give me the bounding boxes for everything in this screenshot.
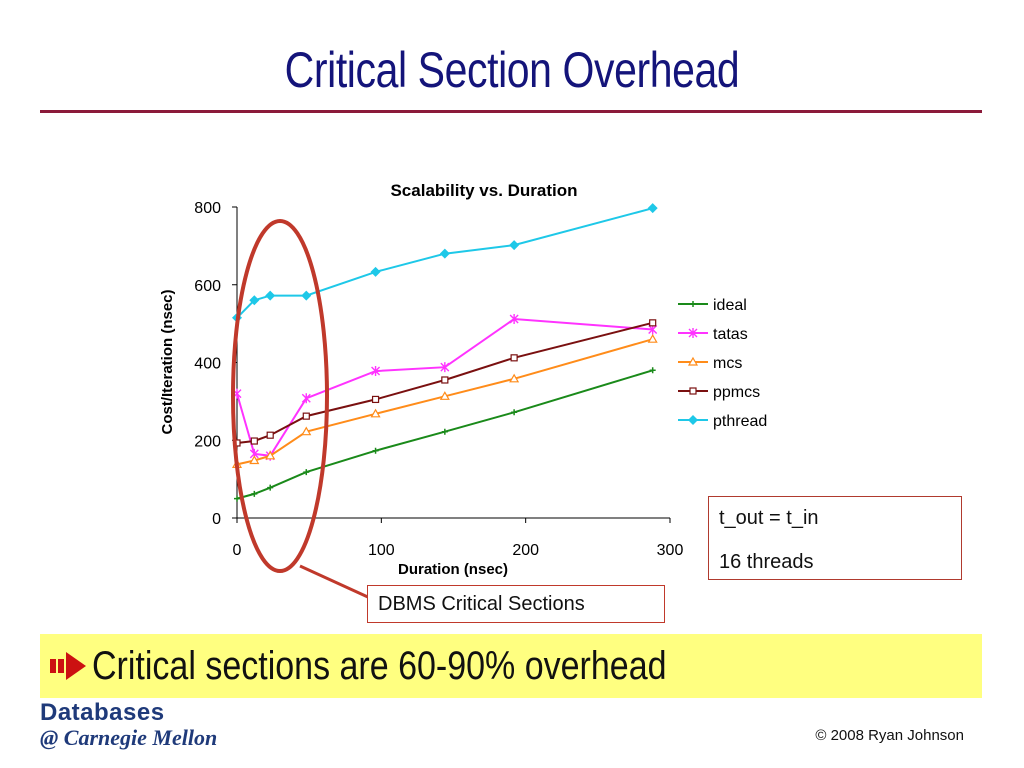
callout-box: DBMS Critical Sections bbox=[367, 585, 665, 623]
data-point bbox=[301, 290, 312, 301]
series-ideal bbox=[234, 367, 656, 502]
data-point bbox=[267, 484, 274, 491]
y-tick-label: 200 bbox=[194, 433, 221, 450]
data-point bbox=[266, 431, 274, 439]
chart-title: Scalability vs. Duration bbox=[390, 181, 577, 200]
data-point bbox=[689, 387, 697, 395]
legend-entry-pthread: pthread bbox=[678, 413, 767, 430]
bullet-text: Critical sections are 60-90% overhead bbox=[92, 644, 667, 688]
legend-label: pthread bbox=[713, 413, 767, 430]
annotation-line-1: t_out = t_in bbox=[719, 507, 819, 529]
data-point bbox=[249, 295, 260, 306]
data-point bbox=[509, 240, 520, 251]
data-point bbox=[371, 366, 381, 377]
line-chart: Scalability vs. Duration Cost/Iteration … bbox=[159, 181, 767, 600]
data-point bbox=[251, 490, 258, 497]
data-point bbox=[371, 395, 380, 404]
legend-label: mcs bbox=[713, 355, 742, 372]
data-point bbox=[649, 367, 656, 374]
series-ppmcs bbox=[233, 319, 657, 447]
legend-label: tatas bbox=[713, 326, 748, 343]
data-point bbox=[265, 450, 276, 460]
y-tick-label: 0 bbox=[212, 511, 221, 528]
data-point bbox=[647, 203, 658, 214]
annotation-box: t_out = t_in 16 threads bbox=[708, 496, 962, 580]
data-point bbox=[439, 391, 450, 400]
highlight-ellipse bbox=[231, 219, 329, 573]
series-line-ideal bbox=[236, 369, 653, 500]
data-point bbox=[370, 266, 381, 277]
x-tick-label: 100 bbox=[368, 542, 395, 559]
arrow-bullet-icon bbox=[50, 652, 86, 680]
data-point bbox=[510, 354, 518, 362]
data-point bbox=[249, 455, 260, 465]
x-tick-label: 200 bbox=[512, 542, 539, 559]
callout-connector bbox=[299, 564, 371, 600]
series-line-mcs bbox=[236, 338, 653, 466]
data-point bbox=[688, 328, 698, 338]
legend-label: ppmcs bbox=[713, 384, 760, 401]
legend-entry-mcs: mcs bbox=[678, 355, 742, 372]
annotation-line-2: 16 threads bbox=[719, 551, 814, 573]
y-tick-label: 800 bbox=[194, 200, 221, 217]
y-tick-label: 400 bbox=[194, 356, 221, 373]
slide-title: Critical Section Overhead bbox=[284, 42, 740, 98]
data-point bbox=[370, 408, 381, 418]
data-point bbox=[441, 428, 448, 435]
data-point bbox=[687, 356, 699, 366]
data-point bbox=[301, 426, 312, 436]
x-tick-label: 0 bbox=[233, 542, 242, 559]
legend-entry-ideal: ideal bbox=[678, 297, 747, 314]
title-rule bbox=[40, 110, 982, 113]
y-tick-label: 600 bbox=[194, 278, 221, 295]
data-point bbox=[301, 393, 311, 404]
data-point bbox=[690, 301, 696, 307]
data-point bbox=[647, 333, 658, 343]
data-point bbox=[234, 495, 240, 502]
series-line-pthread bbox=[236, 207, 653, 319]
data-point bbox=[250, 437, 258, 445]
data-point bbox=[372, 447, 379, 454]
logo-line-2: @ Carnegie Mellon bbox=[40, 725, 218, 750]
series-pthread bbox=[232, 203, 658, 323]
logo-line-1: Databases bbox=[40, 699, 165, 726]
data-point bbox=[441, 376, 449, 384]
x-axis-label: Duration (nsec) bbox=[398, 561, 508, 578]
data-point bbox=[303, 469, 310, 476]
data-point bbox=[440, 362, 450, 373]
data-point bbox=[265, 290, 276, 301]
data-point bbox=[649, 319, 657, 327]
data-point bbox=[511, 409, 518, 416]
logo: Databases @ Carnegie Mellon bbox=[40, 700, 217, 750]
copyright: © 2008 Ryan Johnson bbox=[815, 727, 964, 744]
legend-entry-tatas: tatas bbox=[678, 326, 748, 343]
data-point bbox=[509, 373, 520, 383]
x-tick-label: 300 bbox=[657, 542, 684, 559]
data-point bbox=[688, 415, 698, 425]
series-mcs bbox=[231, 333, 658, 468]
data-point bbox=[439, 248, 450, 259]
bullet-bar: Critical sections are 60-90% overhead bbox=[40, 634, 982, 698]
legend-entry-ppmcs: ppmcs bbox=[678, 384, 760, 401]
series-line-tatas bbox=[236, 317, 653, 457]
data-point bbox=[302, 412, 310, 420]
legend-label: ideal bbox=[713, 297, 747, 314]
data-point bbox=[509, 313, 519, 324]
y-axis-label: Cost/Iteration (nsec) bbox=[159, 289, 176, 434]
